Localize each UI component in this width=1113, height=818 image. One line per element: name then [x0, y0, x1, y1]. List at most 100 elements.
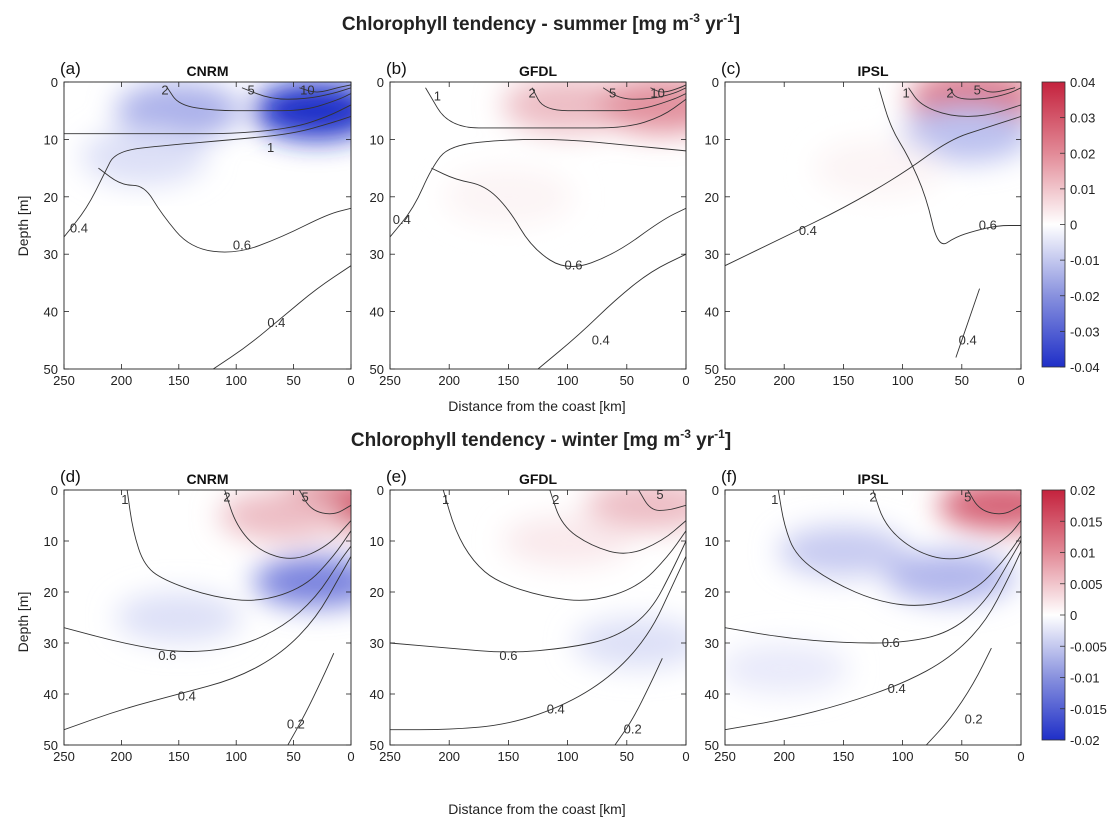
- panel-title: IPSL: [857, 63, 889, 79]
- plot-frame: [724, 81, 1022, 370]
- x-tick-label: 150: [833, 373, 855, 388]
- colorbar-tick-label: 0.04: [1070, 75, 1095, 90]
- panel-label: (d): [60, 467, 81, 486]
- panel-c: 1 2 5 0.4 0.6 0.4 250 200 150 100 50 0 0 10 20 30 40 50 (c…: [705, 59, 1025, 388]
- x-tick-label: 100: [557, 749, 579, 764]
- contour-line: [126, 490, 351, 601]
- x-tick-label: 150: [833, 749, 855, 764]
- contours: [64, 490, 351, 745]
- summer-title: Chlorophyll tendency - summer [mg m-3 yr…: [342, 11, 740, 35]
- y-tick-label: 40: [705, 687, 719, 702]
- contour-label: 0.4: [959, 332, 977, 347]
- y-tick-label: 30: [370, 636, 384, 651]
- colorbar-tick-label: 0.015: [1070, 514, 1103, 529]
- contour-label: 1: [267, 140, 274, 155]
- x-tick-label: 250: [53, 749, 75, 764]
- contour-line: [64, 545, 351, 652]
- x-tick-label: 250: [379, 373, 401, 388]
- contour-line: [431, 167, 686, 267]
- colorbar-tick-label: 0.02: [1070, 483, 1095, 498]
- contour-label: 5: [301, 490, 308, 505]
- contour-line: [98, 167, 351, 253]
- x-tick-label: 50: [955, 749, 969, 764]
- panel-label: (f): [721, 467, 737, 486]
- contours: [725, 87, 1021, 358]
- panel-a: 2 5 10 1 0.4 0.6 0.4 250 200 150 100 50 0 0 10 20 30 40 50…: [44, 59, 355, 388]
- panel-label: (a): [60, 59, 81, 78]
- contour-line: [725, 116, 1021, 267]
- contour-label: 2: [223, 490, 230, 505]
- heat-blob: [115, 592, 242, 643]
- x-tick-label: 50: [286, 749, 300, 764]
- colorbar-tick-label: -0.02: [1070, 733, 1100, 748]
- heat-blob: [218, 490, 346, 541]
- contour-label: 0.4: [547, 701, 565, 716]
- panel-b: 1 2 5 10 0.4 0.6 0.4 250 200 150 100 50 0 0 10 20 30 40 50…: [370, 59, 690, 388]
- x-tick-label: 200: [438, 749, 460, 764]
- y-tick-label: 30: [705, 636, 719, 651]
- y-tick-label: 40: [44, 305, 58, 320]
- contour-label: 0.4: [799, 223, 817, 238]
- panel-title: CNRM: [187, 63, 229, 79]
- x-tick-label: 50: [286, 373, 300, 388]
- colorbar-tick-label: -0.03: [1070, 324, 1100, 339]
- panel-d: 1 2 5 0.6 0.4 0.2 250 200 150 100 50 0 0 10 20 30 40 50 (d…: [44, 467, 355, 764]
- y-tick-label: 0: [377, 483, 384, 498]
- colorbar-tick-label: 0: [1070, 218, 1077, 233]
- y-tick-label: 30: [44, 247, 58, 262]
- colorbar-tick-label: 0: [1070, 608, 1077, 623]
- colorbar-summer: 0.04 0.03 0.02 0.01 0 -0.01 -0.02 -0.03 -0.04: [1041, 75, 1100, 375]
- contour-line: [425, 87, 686, 129]
- x-tick-label: 0: [682, 749, 689, 764]
- heatmap-field: [443, 82, 686, 226]
- colorbar-winter: 0.02 0.015 0.01 0.005 0 -0.005 -0.01 -0.015 -0.0…: [1041, 483, 1107, 748]
- x-tick-label: 150: [168, 749, 190, 764]
- plot-frame: [63, 489, 352, 746]
- colorbar-tick-label: 0.01: [1070, 182, 1095, 197]
- y-tick-label: 50: [44, 362, 58, 377]
- colorbar-tick-label: -0.015: [1070, 702, 1107, 717]
- x-tick-label: 100: [557, 373, 579, 388]
- contour-label: 0.4: [592, 332, 610, 347]
- contour-line: [955, 288, 980, 358]
- contour-line: [908, 87, 1021, 117]
- heat-blob: [902, 104, 1021, 163]
- contour-line: [166, 87, 351, 112]
- heat-blob: [778, 525, 909, 577]
- contour-line: [979, 87, 1016, 93]
- panel-label: (c): [721, 59, 741, 78]
- contour-label: 1: [434, 88, 441, 103]
- contour-line: [442, 490, 686, 601]
- plot-frame: [63, 81, 352, 370]
- contour-line: [287, 653, 335, 745]
- contour-line: [390, 540, 686, 653]
- colorbar-tick-label: 0.01: [1070, 546, 1095, 561]
- y-tick-label: 30: [705, 247, 719, 262]
- contour-label: 0.2: [287, 717, 305, 732]
- x-tick-label: 250: [53, 373, 75, 388]
- contour-line: [64, 116, 351, 238]
- y-tick-label: 0: [712, 75, 719, 90]
- plot-frame: [389, 81, 687, 370]
- y-tick-label: 0: [712, 483, 719, 498]
- x-tick-label: 200: [773, 749, 795, 764]
- colorbar-tick-label: 0.005: [1070, 577, 1103, 592]
- contour-label: 0.4: [393, 212, 411, 227]
- contour-label: 2: [869, 490, 876, 505]
- y-tick-label: 0: [51, 483, 58, 498]
- panel-f: 1 2 5 0.6 0.4 0.2 250 200 150 100 50 0 0 10 20 30 40 50 (f…: [705, 467, 1025, 764]
- x-tick-label: 50: [955, 373, 969, 388]
- colorbar-tick-label: -0.01: [1070, 671, 1100, 686]
- contour-line: [390, 138, 686, 238]
- x-axis-label-summer: Distance from the coast [km]: [448, 398, 625, 414]
- heatmap-field: [725, 490, 1021, 694]
- contour-label: 0.6: [564, 258, 582, 273]
- contour-line: [531, 87, 686, 112]
- contour-line: [64, 104, 351, 135]
- x-tick-label: 100: [892, 373, 914, 388]
- y-tick-label: 50: [705, 362, 719, 377]
- x-tick-label: 200: [111, 749, 133, 764]
- x-tick-label: 150: [168, 373, 190, 388]
- plot-frame: [724, 489, 1022, 746]
- contours: [64, 84, 351, 369]
